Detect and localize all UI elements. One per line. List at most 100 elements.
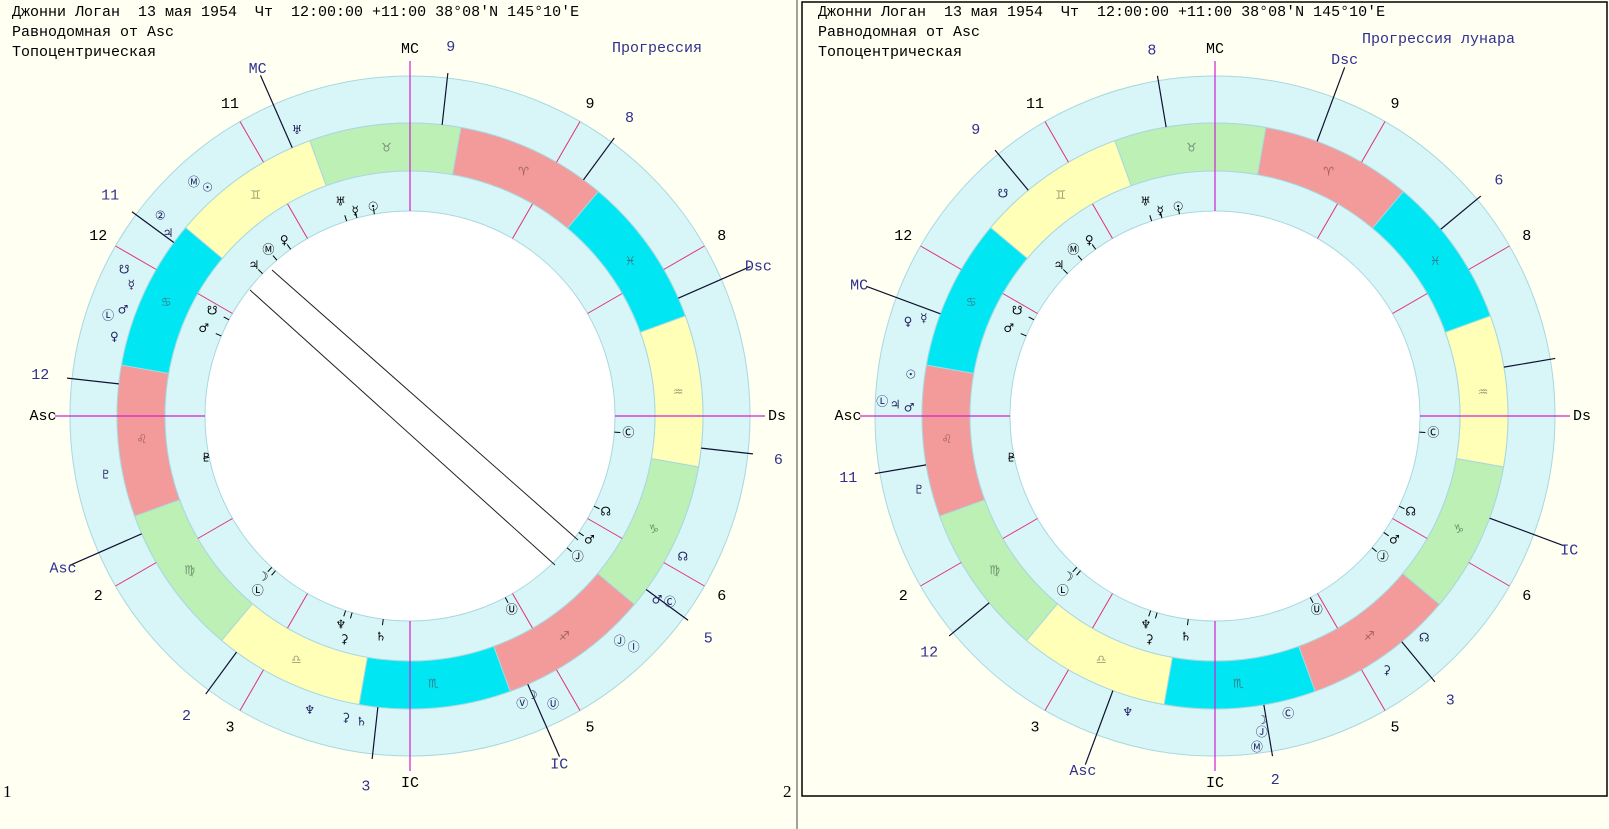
outer-cusp	[259, 75, 293, 148]
outer-house-number: 11	[101, 188, 119, 205]
house-cusp	[1361, 669, 1386, 711]
planet-tick	[1383, 531, 1389, 537]
planet-glyph: Ⓜ	[1251, 740, 1263, 754]
planet-tick	[354, 212, 358, 219]
house-cusp	[1002, 518, 1038, 539]
planet-tick	[578, 531, 584, 537]
outer-cusp	[205, 651, 238, 695]
outer-cusp	[866, 285, 941, 315]
planet-glyph: ☿	[920, 311, 927, 325]
sign-glyph: ♐	[559, 629, 570, 643]
angle-label: MC	[850, 278, 868, 295]
sign-glyph: ♑	[1453, 522, 1464, 536]
house-cusp	[287, 593, 308, 629]
house-cusp	[1361, 121, 1386, 163]
sign-glyph: ♎	[1096, 652, 1107, 666]
planet-tick	[1309, 597, 1314, 604]
house-cusp	[1092, 203, 1113, 239]
planet-glyph: ⚳	[341, 711, 350, 725]
angle-label: Asc	[1069, 763, 1096, 780]
axis-label: Ds	[1573, 408, 1591, 425]
planet-glyph: Ⓙ	[614, 634, 626, 648]
outer-house-number: 9	[446, 39, 455, 56]
angle-label: MC	[249, 61, 267, 78]
sign-glyph: ♓	[1430, 254, 1441, 268]
aspect-line	[271, 269, 579, 541]
outer-cusp	[645, 588, 689, 621]
planet-glyph: ⚳	[1382, 663, 1391, 677]
house-number: 11	[1026, 96, 1044, 113]
planet-tick	[1077, 255, 1083, 261]
planet-glyph: Ⓒ	[1427, 426, 1439, 440]
house-cusp	[1468, 562, 1510, 587]
house-cusp	[512, 593, 533, 629]
planet-tick	[566, 547, 572, 553]
house-number: 8	[717, 228, 726, 245]
planet-glyph: ☊	[1419, 630, 1430, 644]
outer-cusp	[582, 137, 615, 181]
inner-circle	[1009, 210, 1421, 622]
planet-glyph: ☉	[1173, 200, 1184, 214]
planet-tick	[1398, 505, 1405, 510]
sign-glyph: ♍	[184, 563, 195, 577]
planet-glyph: ♂	[118, 302, 129, 316]
header-line: Равнодомная от Asc	[12, 24, 174, 41]
planet-tick	[1177, 208, 1180, 215]
planet-glyph: ☽	[258, 569, 269, 583]
planet-glyph: ☋	[119, 262, 130, 276]
planet-glyph: ♃	[249, 258, 260, 272]
outer-house-number: 3	[1446, 692, 1455, 709]
house-number: 12	[894, 228, 912, 245]
header-line: Равнодомная от Asc	[818, 24, 980, 41]
panel-frame	[801, 1, 1608, 797]
sign-glyph: ♒	[673, 385, 684, 399]
house-cusp	[587, 518, 623, 539]
outer-cusp	[67, 377, 119, 385]
planet-glyph: ♅	[1140, 195, 1151, 209]
planet-tick	[271, 570, 276, 576]
axis-label: Asc	[29, 408, 56, 425]
house-cusp	[239, 121, 264, 163]
planet-tick	[1091, 244, 1097, 250]
angle-label: Dsc	[745, 259, 772, 276]
planet-glyph: ☋	[998, 187, 1009, 201]
planet-glyph: ☋	[1012, 303, 1023, 317]
panel-number: 2	[783, 782, 792, 801]
house-number: 9	[1390, 96, 1399, 113]
angle-label: IC	[550, 756, 568, 773]
house-cusp	[1392, 518, 1428, 539]
sign-glyph: ♈	[518, 165, 529, 179]
sign-glyph: ♈	[1323, 165, 1334, 179]
planet-glyph: Ⓛ	[1057, 584, 1069, 598]
house-number: 5	[1390, 720, 1399, 737]
house-cusp	[239, 669, 264, 711]
mode-label: Прогрессия	[612, 40, 702, 57]
planet-glyph: ♀	[1085, 233, 1094, 247]
planet-tick	[372, 208, 375, 215]
house-number: 8	[1522, 228, 1531, 245]
house-cusp	[920, 245, 962, 270]
sign-glyph: ♍	[989, 563, 1000, 577]
planet-tick	[1028, 316, 1035, 321]
sign-glyph: ♋	[161, 295, 172, 309]
axis-label: IC	[1206, 775, 1224, 792]
planet-tick	[286, 244, 292, 250]
planet-glyph: ②	[155, 208, 166, 222]
angle-label: Asc	[49, 560, 76, 577]
axis-label: MC	[401, 41, 419, 58]
axis-label: Asc	[834, 408, 861, 425]
mode-label: Прогрессия лунара	[1362, 31, 1515, 48]
planet-glyph: ☉	[368, 200, 379, 214]
house-cusp	[663, 245, 705, 270]
planet-glyph: Ⓙ	[572, 549, 584, 563]
planet-glyph: ☽	[1063, 569, 1074, 583]
house-cusp	[1002, 293, 1038, 314]
panel: ♈ ♉ ♊ ♋ ♌ ♍ ♎ ♏ ♐ ♑ ♒ ♓ MC IC Asc Ds MC Dsc Asc IC 11 9 8 6 5 3 2 1…	[29, 39, 786, 795]
planet-tick	[1020, 333, 1027, 337]
planet-tick	[215, 333, 222, 337]
planet-glyph: ♇	[914, 482, 925, 496]
outer-cusp	[1084, 690, 1114, 765]
sign-glyph: ♏	[1233, 676, 1244, 690]
outer-house-number: 12	[920, 644, 938, 661]
house-cusp	[115, 562, 157, 587]
